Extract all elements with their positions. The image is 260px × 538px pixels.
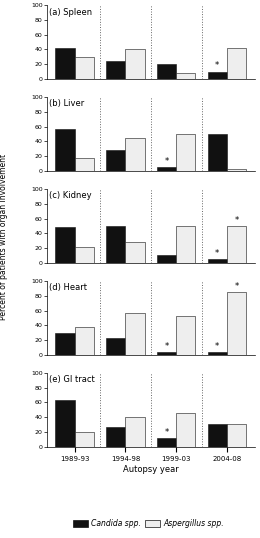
Bar: [106, 61, 125, 79]
Bar: [125, 49, 145, 79]
Bar: [176, 134, 196, 171]
Bar: [75, 432, 94, 447]
Text: *: *: [215, 249, 219, 258]
Bar: [157, 64, 176, 79]
Text: *: *: [215, 342, 219, 351]
Bar: [227, 48, 246, 79]
Bar: [106, 427, 125, 447]
Bar: [176, 414, 196, 447]
Bar: [208, 259, 227, 263]
Text: *: *: [164, 157, 169, 166]
Text: Percent of patients with organ involvement: Percent of patients with organ involveme…: [0, 154, 8, 320]
Bar: [55, 228, 75, 263]
Text: (d) Heart: (d) Heart: [49, 284, 87, 292]
Text: *: *: [235, 282, 239, 291]
Text: *: *: [215, 61, 219, 70]
Bar: [125, 417, 145, 447]
Legend: Candida spp., Aspergillus spp.: Candida spp., Aspergillus spp.: [70, 516, 227, 532]
Bar: [157, 256, 176, 263]
Bar: [106, 226, 125, 263]
Bar: [227, 169, 246, 171]
Bar: [75, 57, 94, 79]
Bar: [157, 352, 176, 355]
Bar: [208, 424, 227, 447]
Text: *: *: [164, 428, 169, 437]
Bar: [176, 316, 196, 355]
Bar: [106, 150, 125, 171]
Bar: [125, 242, 145, 263]
Bar: [208, 352, 227, 355]
Text: (a) Spleen: (a) Spleen: [49, 8, 92, 17]
Text: (e) GI tract: (e) GI tract: [49, 375, 95, 384]
Bar: [75, 328, 94, 355]
Bar: [208, 134, 227, 171]
Bar: [176, 226, 196, 263]
Bar: [227, 226, 246, 263]
Text: (b) Liver: (b) Liver: [49, 100, 84, 109]
Bar: [55, 400, 75, 447]
Text: *: *: [235, 216, 239, 225]
Bar: [55, 48, 75, 79]
Bar: [75, 246, 94, 263]
Text: (c) Kidney: (c) Kidney: [49, 192, 92, 200]
X-axis label: Autopsy year: Autopsy year: [123, 465, 179, 474]
Bar: [208, 72, 227, 79]
Bar: [227, 292, 246, 355]
Bar: [55, 332, 75, 355]
Bar: [157, 438, 176, 447]
Bar: [106, 338, 125, 355]
Bar: [125, 313, 145, 355]
Bar: [55, 129, 75, 171]
Bar: [176, 73, 196, 79]
Bar: [75, 158, 94, 171]
Bar: [125, 138, 145, 171]
Text: *: *: [164, 342, 169, 351]
Bar: [157, 167, 176, 171]
Bar: [227, 424, 246, 447]
